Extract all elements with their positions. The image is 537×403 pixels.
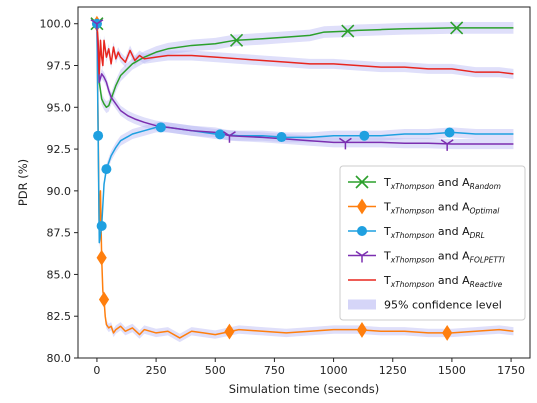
marker-drl — [214, 129, 225, 140]
series-line-drl — [96, 23, 514, 244]
x-tick-label: 250 — [146, 364, 167, 377]
y-tick-label: 97.5 — [47, 60, 72, 73]
legend-label-optimal: TxThompson and AOptimal — [383, 201, 500, 216]
legend-label-random: TxThompson and ARandom — [383, 176, 501, 191]
legend-marker-optimal — [356, 198, 368, 215]
marker-random — [229, 33, 244, 47]
y-tick-label: 82.5 — [47, 310, 72, 323]
y-tick-label: 95.0 — [47, 101, 72, 114]
series-line-reactive — [96, 23, 514, 75]
plot-frame — [77, 6, 531, 359]
y-tick-label: 80.0 — [47, 352, 72, 365]
marker-drl — [155, 122, 166, 133]
series-markers — [90, 15, 464, 341]
legend-entry-random: TxThompson and ARandom — [348, 175, 501, 191]
legend-label-reactive: TxThompson and AReactive — [383, 274, 503, 289]
x-tick-label: 1250 — [379, 364, 407, 377]
marker-drl — [276, 132, 287, 143]
legend-entry-optimal: TxThompson and AOptimal — [348, 198, 500, 216]
series-line-folpetti — [96, 23, 514, 145]
legend-label-confidence: 95% confidence level — [384, 299, 502, 312]
x-tick-label: 750 — [264, 364, 285, 377]
marker-random — [450, 21, 464, 35]
x-axis-ticks: 0 250 500 750 1000 1250 1500 1750 — [93, 358, 525, 377]
marker-drl — [96, 220, 107, 231]
legend-marker-folpetti — [355, 250, 369, 263]
marker-optimal — [442, 325, 453, 341]
y-tick-label: 100.0 — [40, 18, 72, 31]
series-line-random — [96, 23, 514, 109]
marker-drl — [93, 130, 104, 141]
confidence-bands — [96, 17, 514, 343]
x-tick-label: 1500 — [438, 364, 466, 377]
marker-optimal — [98, 291, 110, 308]
marker-optimal — [96, 249, 107, 266]
legend-box — [339, 165, 526, 321]
marker-folpetti — [90, 19, 104, 31]
marker-optimal — [356, 321, 368, 338]
legend-entry-folpetti: TxThompson and AFOLPETTI — [348, 250, 505, 265]
confidence-band-random — [96, 17, 514, 114]
y-tick-label: 92.5 — [47, 143, 72, 156]
y-tick-label: 90.0 — [47, 185, 72, 198]
marker-folpetti — [223, 131, 236, 143]
y-tick-label: 85.0 — [47, 268, 72, 281]
legend-swatch-confidence — [348, 299, 376, 310]
confidence-band-drl — [96, 18, 514, 248]
legend-marker-random — [355, 175, 369, 189]
x-tick-label: 0 — [93, 364, 100, 377]
x-tick-label: 1750 — [497, 364, 525, 377]
marker-random — [341, 24, 355, 38]
marker-drl — [101, 164, 112, 175]
legend-label-drl: TxThompson and ADRL — [383, 225, 485, 240]
y-tick-label: 87.5 — [47, 227, 72, 240]
legend: TxThompson and ARandom TxThompson and AOp… — [339, 165, 526, 321]
x-axis-label: Simulation time (seconds) — [229, 382, 380, 396]
marker-drl — [359, 130, 370, 141]
legend-entry-reactive: TxThompson and AReactive — [348, 274, 503, 289]
x-tick-label: 500 — [205, 364, 226, 377]
y-axis-ticks: 80.0 82.5 85.0 87.5 90.0 92.5 95.0 97.5 100.0 — [40, 18, 78, 365]
legend-marker-drl — [357, 226, 367, 236]
marker-folpetti — [338, 137, 352, 150]
legend-entry-drl: TxThompson and ADRL — [348, 225, 485, 240]
confidence-band-reactive — [96, 18, 514, 79]
y-axis-label: PDR (%) — [16, 159, 30, 206]
marker-optimal — [224, 323, 235, 340]
x-tick-label: 1000 — [320, 364, 348, 377]
marker-drl — [444, 127, 455, 138]
marker-folpetti — [440, 139, 454, 151]
legend-label-folpetti: TxThompson and AFOLPETTI — [383, 250, 505, 265]
